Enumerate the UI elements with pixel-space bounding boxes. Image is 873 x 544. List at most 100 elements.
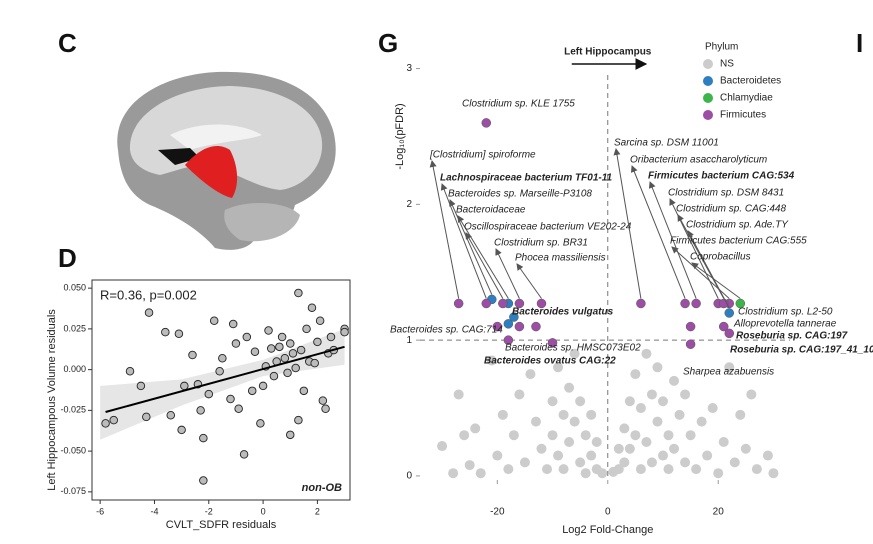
point: [136, 381, 146, 391]
point: [486, 355, 497, 366]
y-axis-label: -Log₁₀(pFDR): [394, 103, 406, 169]
point: [228, 319, 238, 329]
annotation: Sarcina sp. DSM 11001: [614, 138, 719, 149]
point: [475, 468, 486, 479]
point: [177, 425, 186, 435]
x-axis-label: CVLT_SDFR residuals: [166, 519, 277, 531]
point: [691, 298, 701, 309]
point: [286, 339, 295, 348]
plot-frame: [91, 279, 351, 501]
annotation: Firmicutes bacterium CAG:555: [670, 236, 807, 247]
annotation: Bacteroides sp. CAG:714: [390, 325, 503, 336]
point: [657, 450, 668, 461]
point: [724, 308, 735, 318]
point: [258, 381, 268, 391]
point: [619, 423, 630, 434]
point: [580, 430, 591, 441]
point: [231, 339, 241, 348]
point: [724, 362, 735, 373]
point: [652, 362, 663, 373]
point: [453, 298, 464, 309]
confidence-band: [100, 328, 345, 440]
point: [713, 468, 724, 479]
y-tick-label: -0.025: [60, 405, 86, 415]
y-tick-label: 2: [406, 199, 412, 210]
direction-label: Left Hippocampus: [564, 47, 652, 58]
y-tick-label: -0.075: [60, 486, 86, 496]
point: [630, 369, 641, 380]
annotation: Clostridium sp. KLE 1755: [462, 99, 575, 110]
point: [652, 416, 663, 427]
y-tick-label: -0.050: [60, 445, 86, 455]
point: [250, 347, 260, 356]
annotation: [Clostridium] spiroforme: [429, 150, 536, 161]
point: [464, 460, 475, 471]
point: [226, 394, 235, 404]
charts: CDG I-6 -4 -2 0 2-0.075-0.050-0.0250.0000.025…: [46, 28, 873, 536]
point: [307, 303, 317, 312]
point: [641, 436, 652, 447]
x-axis-label: Log2 Fold-Change: [562, 524, 653, 536]
y-axis-label: Left Hippocampous Volume residuals: [46, 309, 58, 491]
annotation-arrow: [449, 199, 493, 295]
point: [685, 430, 696, 441]
annotation-arrow: [457, 215, 509, 299]
point: [569, 348, 580, 359]
point: [101, 419, 110, 428]
point: [663, 430, 674, 441]
y-tick-label: 0.025: [63, 323, 86, 333]
annotation-arrow: [495, 248, 520, 299]
panel-label: G: [378, 28, 398, 58]
brain-image: [117, 71, 336, 250]
point: [613, 443, 624, 454]
point: [547, 396, 558, 407]
point: [166, 411, 176, 420]
point: [269, 371, 279, 381]
point: [542, 464, 553, 475]
point: [204, 389, 214, 399]
annotation-arrow: [671, 246, 730, 299]
point: [740, 443, 751, 454]
group-annotation: non-OB: [302, 482, 342, 494]
point: [340, 327, 349, 337]
point: [680, 389, 691, 400]
point: [680, 298, 690, 309]
point: [646, 389, 657, 400]
point: [215, 367, 224, 376]
point: [174, 329, 184, 339]
annotation: Bacteroides vulgatus: [512, 307, 614, 318]
point: [294, 288, 303, 298]
point: [619, 457, 630, 468]
point: [459, 430, 470, 441]
point: [503, 319, 514, 329]
point: [718, 321, 729, 332]
legend-swatch: [703, 59, 713, 69]
point: [685, 339, 696, 349]
point: [547, 338, 558, 348]
point: [509, 312, 519, 322]
point: [294, 415, 303, 425]
point: [256, 419, 265, 428]
x-tick-label: -6: [96, 506, 104, 516]
point: [624, 396, 635, 407]
annotation: Clostridium sp. L2-50: [738, 307, 833, 318]
legend-swatch: [703, 76, 713, 86]
annotation: Roseburia sp. CAG:197_41_10: [730, 345, 873, 356]
point: [696, 416, 707, 427]
point: [109, 415, 118, 425]
point: [575, 457, 586, 468]
point: [624, 443, 635, 454]
point: [283, 368, 292, 378]
y-tick-label: 3: [406, 63, 412, 74]
point: [536, 443, 547, 454]
annotation: Sharpea azabuensis: [683, 367, 774, 378]
annotation: Roseburia sp. CAG:197: [736, 331, 848, 342]
point: [553, 450, 564, 461]
stat-annotation: R=0.36, p=0.002: [100, 287, 197, 302]
panel-label: D: [58, 243, 77, 273]
legend-label: Firmicutes: [720, 110, 766, 121]
annotation-arrow: [677, 214, 725, 299]
point: [591, 436, 602, 447]
point: [613, 464, 624, 475]
point: [310, 358, 319, 368]
